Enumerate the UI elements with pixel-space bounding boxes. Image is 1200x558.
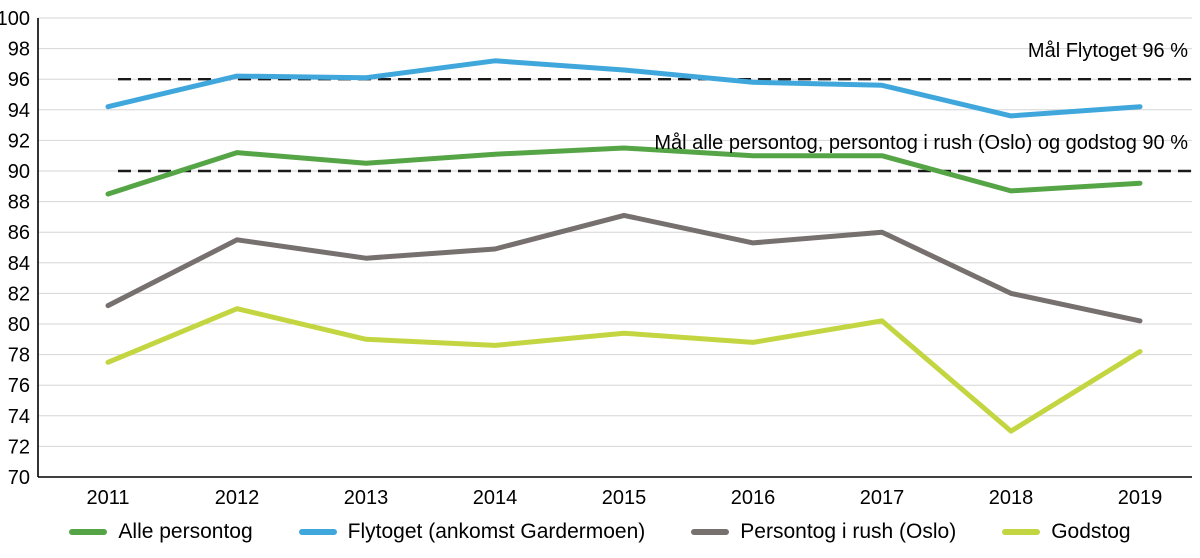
y-tick-label: 82	[8, 283, 30, 305]
y-tick-label: 74	[8, 406, 30, 428]
series-line-3	[105, 212, 1143, 324]
chart-legend: Alle persontog Flytoget (ankomst Gardermo…	[0, 505, 1200, 558]
legend-label: Persontog i rush (Oslo)	[740, 519, 957, 543]
legend-swatch	[298, 528, 337, 535]
y-tick-label: 72	[8, 436, 30, 458]
x-tick-label: 2015	[602, 487, 647, 505]
y-tick-label: 96	[8, 69, 30, 91]
x-tick-label: 2011	[86, 487, 129, 505]
y-tick-label: 86	[8, 222, 30, 244]
legend-swatch	[691, 528, 730, 535]
y-tick-label: 98	[8, 39, 30, 61]
y-tick-label: 100	[0, 8, 30, 30]
x-tick-label: 2019	[1118, 487, 1163, 505]
legend-label: Alle persontog	[118, 519, 253, 543]
x-tick-label: 2016	[731, 487, 776, 505]
y-tick-label: 88	[8, 192, 30, 214]
y-tick-label: 84	[8, 253, 30, 275]
y-tick-label: 90	[8, 161, 30, 183]
y-tick-label: 80	[8, 314, 30, 336]
x-tick-label: 2014	[473, 487, 518, 505]
target-line-label: Mål alle persontog, persontog i rush (Os…	[654, 132, 1188, 154]
legend-swatch	[69, 528, 108, 535]
y-tick-label: 78	[8, 345, 30, 367]
y-tick-label: 76	[8, 375, 30, 397]
series-line-2	[105, 58, 1143, 119]
x-tick-label: 2013	[344, 487, 389, 505]
legend-label: Flytoget (ankomst Gardermoen)	[347, 519, 646, 543]
plot-area: 70 72 74 76 78 80 82 84 86 88 90 92 94 96 98 100 2011 201…	[0, 8, 1192, 505]
x-tick-label: 2012	[215, 487, 260, 505]
legend-item: Alle persontog	[69, 519, 253, 544]
x-tick-label: 2017	[860, 487, 905, 505]
y-tick-label: 92	[8, 130, 30, 152]
legend-swatch	[1002, 528, 1041, 535]
series-line-4	[105, 306, 1143, 434]
legend-item: Flytoget (ankomst Gardermoen)	[298, 519, 646, 544]
y-tick-label: 94	[8, 100, 30, 122]
target-line-label: Mål Flytoget 96 %	[1028, 40, 1188, 62]
x-tick-label: 2018	[989, 487, 1034, 505]
legend-item: Godstog	[1002, 519, 1131, 544]
series-line-1	[105, 145, 1143, 197]
y-tick-label: 70	[8, 467, 30, 489]
legend-item: Persontog i rush (Oslo)	[691, 520, 956, 544]
legend-label: Godstog	[1051, 519, 1131, 543]
